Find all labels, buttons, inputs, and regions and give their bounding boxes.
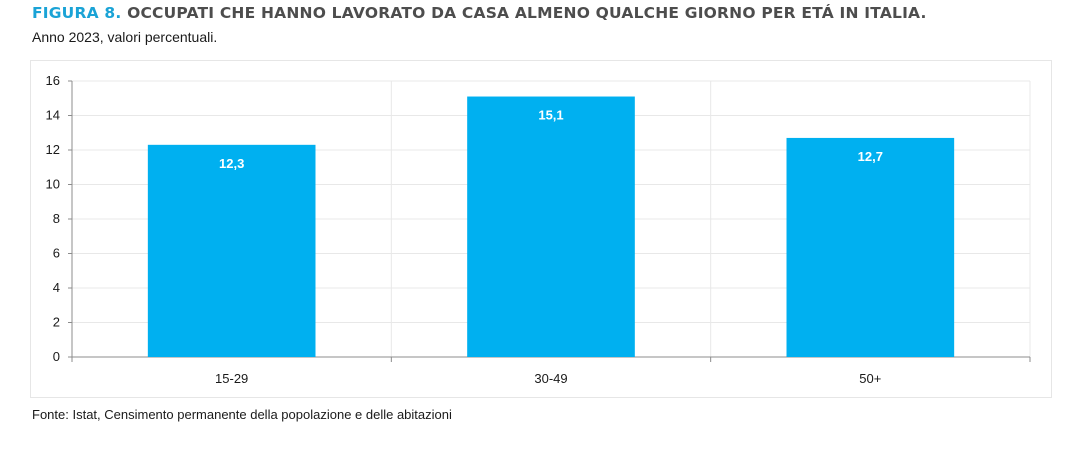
- bar-50+: [786, 137, 955, 357]
- y-tick-label: 6: [53, 246, 60, 261]
- data-label: 15,1: [538, 108, 563, 123]
- y-tick-label: 2: [53, 315, 60, 330]
- chart-title: OCCUPATI CHE HANNO LAVORATO DA CASA ALME…: [127, 4, 927, 22]
- y-tick-label: 4: [53, 280, 60, 295]
- chart-subtitle: Anno 2023, valori percentuali.: [32, 29, 218, 45]
- y-tick-label: 12: [46, 142, 60, 157]
- y-tick-label: 0: [53, 349, 60, 364]
- figure-label: FIGURA 8.: [32, 4, 122, 22]
- y-tick-label: 16: [46, 73, 60, 88]
- chart-frame: [30, 60, 1052, 398]
- y-tick-label: 14: [46, 108, 60, 123]
- figure-heading: FIGURA 8. OCCUPATI CHE HANNO LAVORATO DA…: [32, 4, 1062, 22]
- x-tick-label: 30-49: [534, 371, 567, 386]
- y-tick-label: 10: [46, 177, 60, 192]
- x-tick-label: 50+: [859, 371, 881, 386]
- bar-30-49: [467, 96, 635, 358]
- data-label: 12,3: [219, 156, 244, 171]
- bar-15-29: [147, 144, 316, 357]
- x-tick-label: 15-29: [215, 371, 248, 386]
- data-label: 12,7: [858, 149, 883, 164]
- y-tick-label: 8: [53, 211, 60, 226]
- source-note: Fonte: Istat, Censimento permanente dell…: [32, 407, 452, 422]
